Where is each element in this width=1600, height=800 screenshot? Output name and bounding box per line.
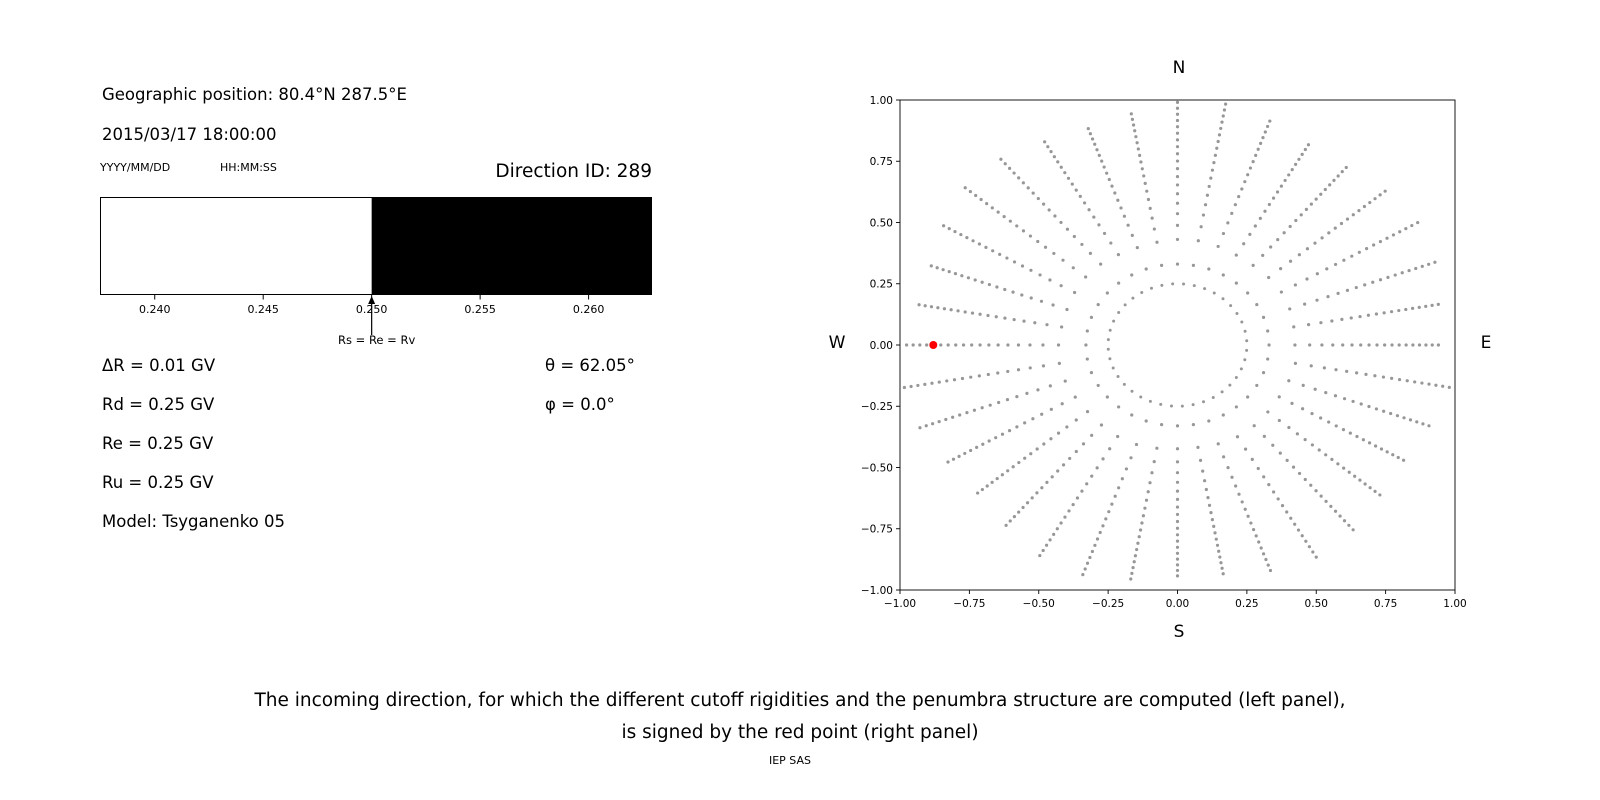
svg-text:0.245: 0.245 bbox=[247, 303, 278, 316]
svg-text:0.50: 0.50 bbox=[870, 217, 893, 229]
figure-caption: The incoming direction, for which the di… bbox=[0, 685, 1600, 749]
svg-text:−0.25: −0.25 bbox=[861, 401, 893, 413]
re-value: Re = 0.25 GV bbox=[102, 434, 214, 453]
caption-line-1: The incoming direction, for which the di… bbox=[254, 690, 1346, 711]
delta-r-value: ΔR = 0.01 GV bbox=[102, 356, 216, 375]
svg-text:0.00: 0.00 bbox=[870, 340, 893, 352]
svg-text:Rs = Re = Rv: Rs = Re = Rv bbox=[338, 333, 415, 347]
compass-east-label: E bbox=[1480, 333, 1492, 353]
footer-credit: IEP SAS bbox=[768, 754, 812, 767]
phi-value: φ = 0.0° bbox=[545, 395, 615, 414]
model-label: Model: Tsyganenko 05 bbox=[102, 512, 286, 531]
datetime-label: 2015/03/17 18:00:00 bbox=[102, 125, 277, 144]
svg-text:−0.25: −0.25 bbox=[1092, 598, 1124, 610]
time-format-hint: HH:MM:SS bbox=[220, 161, 277, 174]
date-format-hint: YYYY/MM/DD bbox=[100, 161, 171, 174]
svg-text:−1.00: −1.00 bbox=[884, 598, 916, 610]
svg-text:0.00: 0.00 bbox=[1166, 598, 1189, 610]
geo-position-label: Geographic position: 80.4°N 287.5°E bbox=[102, 85, 407, 104]
caption-line-2: is signed by the red point (right panel) bbox=[621, 722, 979, 743]
svg-text:0.25: 0.25 bbox=[870, 279, 893, 291]
compass-north-label: N bbox=[1172, 58, 1186, 78]
svg-text:0.75: 0.75 bbox=[870, 156, 893, 168]
svg-text:0.255: 0.255 bbox=[464, 303, 496, 316]
svg-text:0.260: 0.260 bbox=[573, 303, 605, 316]
svg-text:−0.75: −0.75 bbox=[953, 598, 985, 610]
svg-text:−0.50: −0.50 bbox=[861, 462, 893, 474]
svg-text:−0.50: −0.50 bbox=[1023, 598, 1055, 610]
compass-west-label: W bbox=[828, 333, 846, 353]
direction-scatter-chart: −1.00 −0.75 −0.50 −0.25 0.00 0.25 0.50 0.75 1.00… bbox=[861, 95, 1467, 610]
direction-id-label: Direction ID: 289 bbox=[495, 161, 652, 182]
ru-value: Ru = 0.25 GV bbox=[102, 473, 214, 492]
svg-text:0.75: 0.75 bbox=[1374, 598, 1397, 610]
svg-text:0.25: 0.25 bbox=[1235, 598, 1258, 610]
svg-text:1.00: 1.00 bbox=[1443, 598, 1466, 610]
theta-value: θ = 62.05° bbox=[545, 356, 635, 375]
svg-text:−1.00: −1.00 bbox=[861, 585, 893, 597]
svg-text:0.240: 0.240 bbox=[139, 303, 171, 316]
rd-value: Rd = 0.25 GV bbox=[102, 395, 215, 414]
svg-text:−0.75: −0.75 bbox=[861, 524, 893, 536]
svg-text:0.50: 0.50 bbox=[1305, 598, 1328, 610]
compass-south-label: S bbox=[1173, 622, 1185, 642]
svg-text:1.00: 1.00 bbox=[870, 95, 893, 107]
